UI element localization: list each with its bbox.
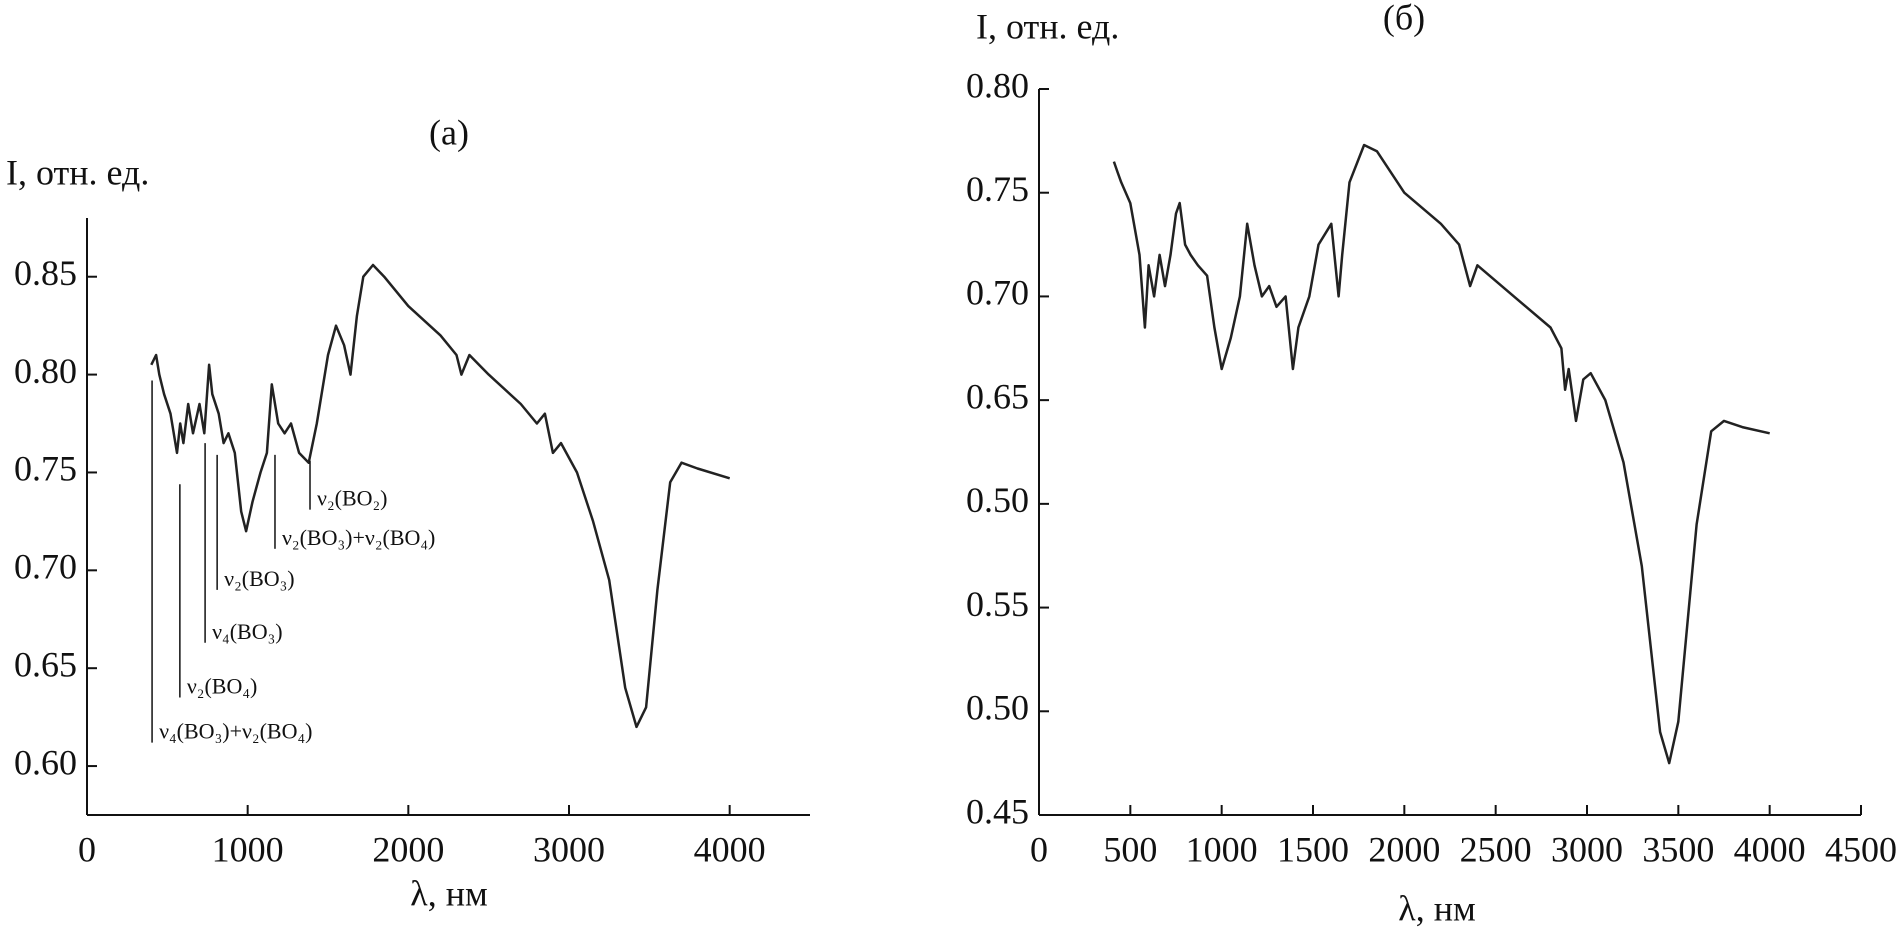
x-tick-label: 4000 bbox=[694, 829, 766, 869]
y-tick-label: 0.75 bbox=[14, 449, 77, 489]
y-tick-label: 0.70 bbox=[14, 547, 77, 587]
y-tick-label: 0.65 bbox=[966, 376, 1029, 416]
x-tick-label: 2500 bbox=[1460, 829, 1532, 869]
panel-label: (а) bbox=[429, 112, 469, 152]
x-tick-label: 3000 bbox=[533, 829, 605, 869]
y-axis-label: I, отн. ед. bbox=[6, 152, 149, 192]
y-tick-label: 0.75 bbox=[966, 169, 1029, 209]
annotation-label: ν₂(BO₄) bbox=[187, 674, 258, 699]
annotation-label: ν₂(BO₃)+ν₂(BO₄) bbox=[282, 525, 435, 550]
y-tick-label: 0.50 bbox=[966, 480, 1029, 520]
y-tick-label: 0.60 bbox=[14, 742, 77, 782]
x-tick-label: 4000 bbox=[1734, 829, 1806, 869]
x-tick-label: 3000 bbox=[1551, 829, 1623, 869]
y-tick-label: 0.65 bbox=[14, 644, 77, 684]
y-tick-label: 0.50 bbox=[966, 688, 1029, 728]
x-tick-label: 1500 bbox=[1277, 829, 1349, 869]
x-tick-label: 1000 bbox=[212, 829, 284, 869]
x-axis-label: λ, нм bbox=[410, 873, 488, 913]
y-axis-label: I, отн. ед. bbox=[976, 6, 1119, 46]
y-tick-label: 0.45 bbox=[966, 791, 1029, 831]
spectrum-line bbox=[1112, 143, 1770, 765]
y-tick-label: 0.55 bbox=[966, 584, 1029, 624]
panel-label: (б) bbox=[1383, 0, 1425, 37]
x-tick-label: 3500 bbox=[1642, 829, 1714, 869]
x-tick-label: 2000 bbox=[372, 829, 444, 869]
x-tick-label: 2000 bbox=[1368, 829, 1440, 869]
y-tick-label: 0.70 bbox=[966, 273, 1029, 313]
y-tick-label: 0.80 bbox=[966, 65, 1029, 105]
y-tick-label: 0.85 bbox=[14, 253, 77, 293]
x-tick-label: 0 bbox=[1030, 829, 1048, 869]
x-tick-label: 4500 bbox=[1825, 829, 1897, 869]
annotation-label: ν₂(BO₂) bbox=[317, 486, 388, 511]
annotation-label: ν₄(BO₃) bbox=[212, 619, 283, 644]
x-tick-label: 500 bbox=[1103, 829, 1157, 869]
annotation-label: ν₄(BO₃)+ν₂(BO₄) bbox=[159, 719, 312, 744]
x-tick-label: 0 bbox=[78, 829, 96, 869]
annotation-label: ν₂(BO₃) bbox=[224, 566, 295, 591]
x-axis-label: λ, нм bbox=[1398, 888, 1476, 928]
y-tick-label: 0.80 bbox=[14, 351, 77, 391]
spectrum-line bbox=[150, 263, 731, 729]
x-tick-label: 1000 bbox=[1186, 829, 1258, 869]
